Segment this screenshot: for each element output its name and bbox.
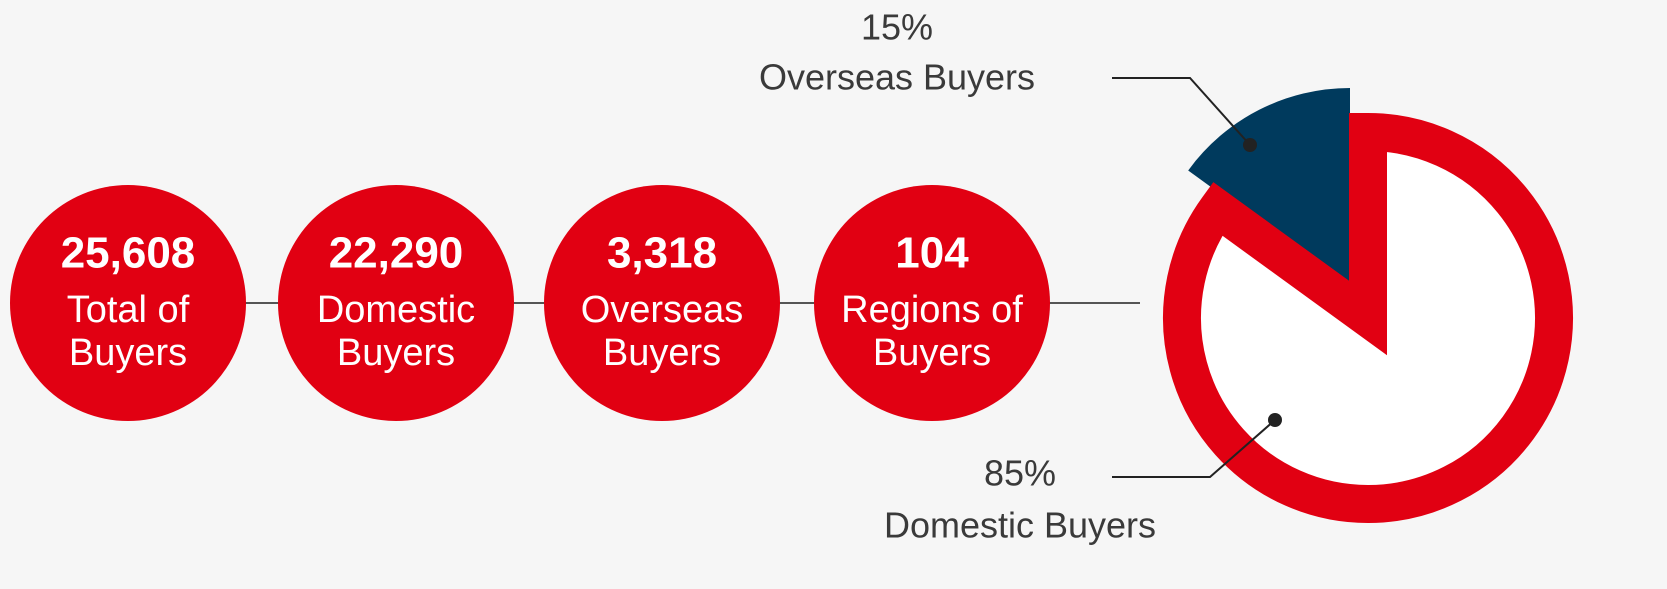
pie-value-label: 85%: [984, 453, 1056, 494]
stat-value: 3,318: [607, 229, 717, 278]
stat-label: Buyers: [873, 332, 991, 374]
stat-label: Buyers: [603, 332, 721, 374]
stat-circle: [544, 185, 780, 421]
stat-value: 104: [895, 229, 969, 278]
stat-label: Regions of: [841, 289, 1023, 331]
leader-line: [1112, 77, 1251, 146]
stat-label: Buyers: [69, 332, 187, 374]
stat-label: Overseas: [581, 289, 744, 331]
stat-circle: [814, 185, 1050, 421]
stat-value: 22,290: [329, 229, 464, 278]
stat-circle: [10, 185, 246, 421]
pie-slice: [1188, 88, 1350, 288]
pie-category-label: Overseas Buyers: [759, 57, 1035, 98]
stat-circle: [278, 185, 514, 421]
leader-dot: [1243, 138, 1257, 152]
leader-line: [1112, 419, 1276, 478]
pie-slice: [1163, 112, 1573, 523]
stat-label: Domestic: [317, 289, 475, 331]
stat-label: Total of: [67, 289, 190, 331]
pie-chart: 15% Overseas Buyers 85% Domestic Buyers: [759, 7, 1573, 546]
leader-dot: [1268, 413, 1282, 427]
stat-value: 25,608: [61, 229, 196, 278]
pie-value-label: 15%: [861, 7, 933, 48]
pie-category-label: Domestic Buyers: [884, 505, 1156, 546]
stat-label: Buyers: [337, 332, 455, 374]
